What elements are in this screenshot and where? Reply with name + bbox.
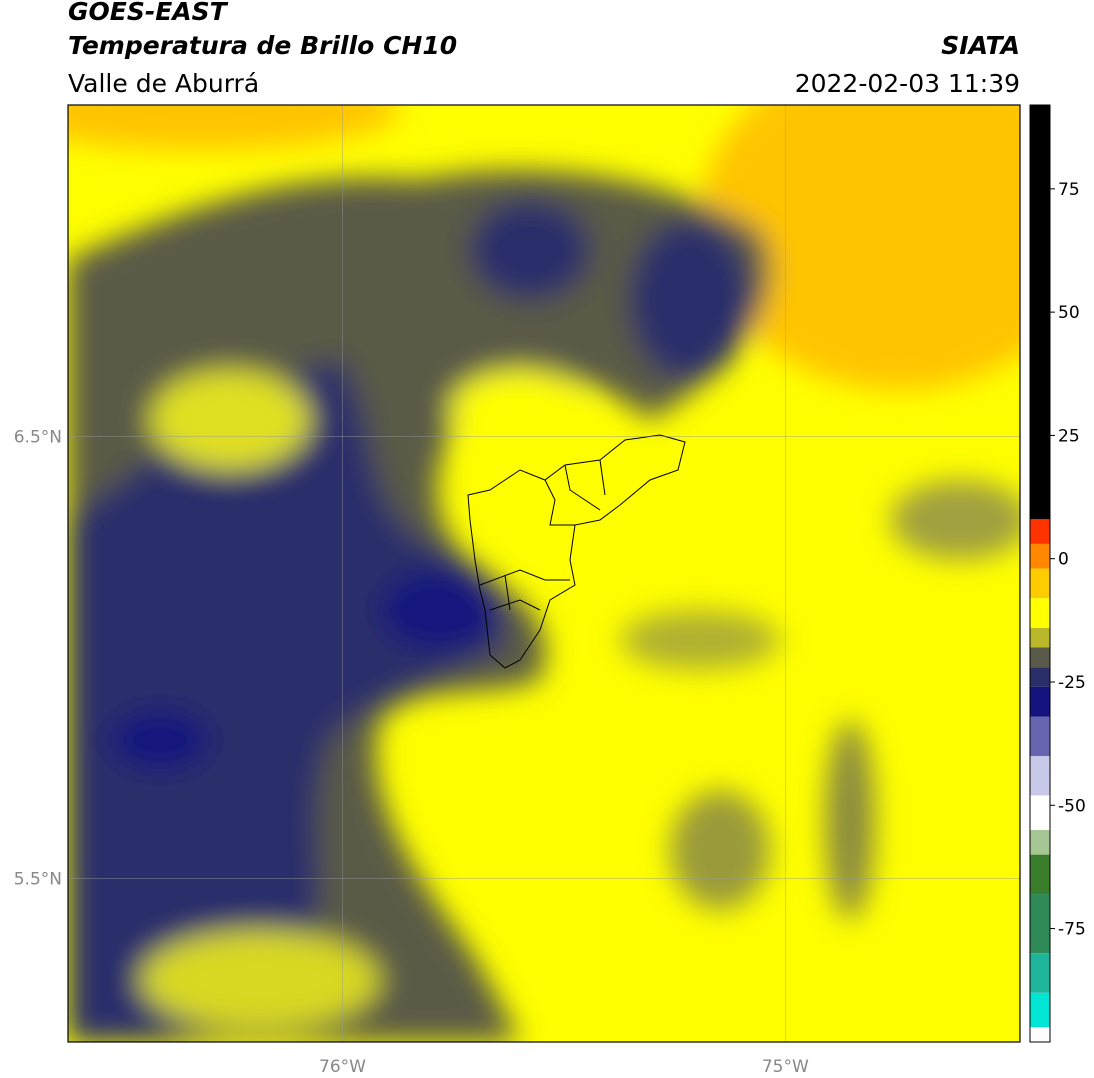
colorbar-segment xyxy=(1030,829,1050,855)
colorbar-segment xyxy=(1030,686,1050,717)
region: Valle de Aburrá xyxy=(68,69,259,98)
colorbar-segment xyxy=(1030,543,1050,569)
colorbar-segment xyxy=(1030,568,1050,599)
source: SIATA xyxy=(941,31,1020,60)
y-tick-label: 5.5°N xyxy=(14,869,62,889)
colorbar-tick-label: -75 xyxy=(1058,920,1086,940)
x-tick-label: 76°W xyxy=(319,1057,366,1077)
subtitle: Temperatura de Brillo CH10 xyxy=(68,31,457,60)
colorbar-frame xyxy=(1029,104,1051,1043)
datetime: 2022-02-03 11:39 xyxy=(795,69,1020,98)
colorbar-segment xyxy=(1030,992,1050,1028)
colorbar-segment xyxy=(1030,667,1050,687)
y-tick-label: 6.5°N xyxy=(14,427,62,447)
satellite-image xyxy=(68,105,1020,1042)
colorbar-tick-label: 75 xyxy=(1058,180,1080,200)
colorbar-segment xyxy=(1030,1027,1050,1042)
colorbar-segment xyxy=(1030,716,1050,756)
colorbar-segment xyxy=(1030,795,1050,830)
colorbar-segment xyxy=(1030,105,1050,520)
x-tick-label: 75°W xyxy=(762,1057,809,1077)
watershed-outline xyxy=(467,434,686,669)
colorbar-tick-label: 50 xyxy=(1058,303,1080,323)
colorbar-tick-label: 0 xyxy=(1058,550,1069,570)
colorbar-tick-label: 25 xyxy=(1058,426,1080,446)
colorbar-segment xyxy=(1030,647,1050,668)
colorbar-tick-label: -50 xyxy=(1058,796,1086,816)
colorbar-segment xyxy=(1030,953,1050,993)
colorbar-segment xyxy=(1030,519,1050,544)
map-frame xyxy=(67,104,1021,1043)
colorbar-segment xyxy=(1030,854,1050,895)
colorbar-segment xyxy=(1030,755,1050,796)
colorbar-segment xyxy=(1030,627,1050,648)
title: GOES-EAST xyxy=(68,0,229,26)
colorbar-tick-label: -25 xyxy=(1058,673,1086,693)
colorbar-segment xyxy=(1030,598,1050,628)
colorbar-segment xyxy=(1030,894,1050,954)
